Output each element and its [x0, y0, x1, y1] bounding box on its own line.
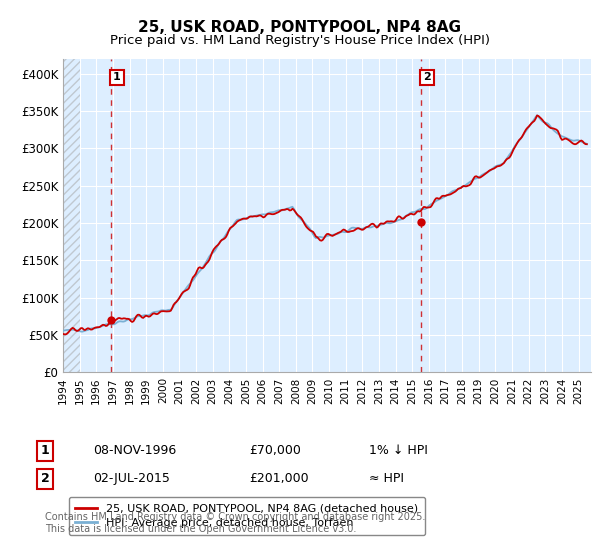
Text: £70,000: £70,000 — [249, 444, 301, 458]
Text: 02-JUL-2015: 02-JUL-2015 — [93, 472, 170, 486]
Legend: 25, USK ROAD, PONTYPOOL, NP4 8AG (detached house), HPI: Average price, detached : 25, USK ROAD, PONTYPOOL, NP4 8AG (detach… — [68, 497, 425, 535]
Text: Contains HM Land Registry data © Crown copyright and database right 2025.
This d: Contains HM Land Registry data © Crown c… — [45, 512, 425, 534]
Text: 1: 1 — [113, 72, 121, 82]
Text: 2: 2 — [423, 72, 431, 82]
Text: 2: 2 — [41, 472, 49, 486]
Text: £201,000: £201,000 — [249, 472, 308, 486]
Text: 1: 1 — [41, 444, 49, 458]
Text: 25, USK ROAD, PONTYPOOL, NP4 8AG: 25, USK ROAD, PONTYPOOL, NP4 8AG — [139, 20, 461, 35]
Text: 08-NOV-1996: 08-NOV-1996 — [93, 444, 176, 458]
Text: 1% ↓ HPI: 1% ↓ HPI — [369, 444, 428, 458]
Text: ≈ HPI: ≈ HPI — [369, 472, 404, 486]
Text: Price paid vs. HM Land Registry's House Price Index (HPI): Price paid vs. HM Land Registry's House … — [110, 34, 490, 46]
